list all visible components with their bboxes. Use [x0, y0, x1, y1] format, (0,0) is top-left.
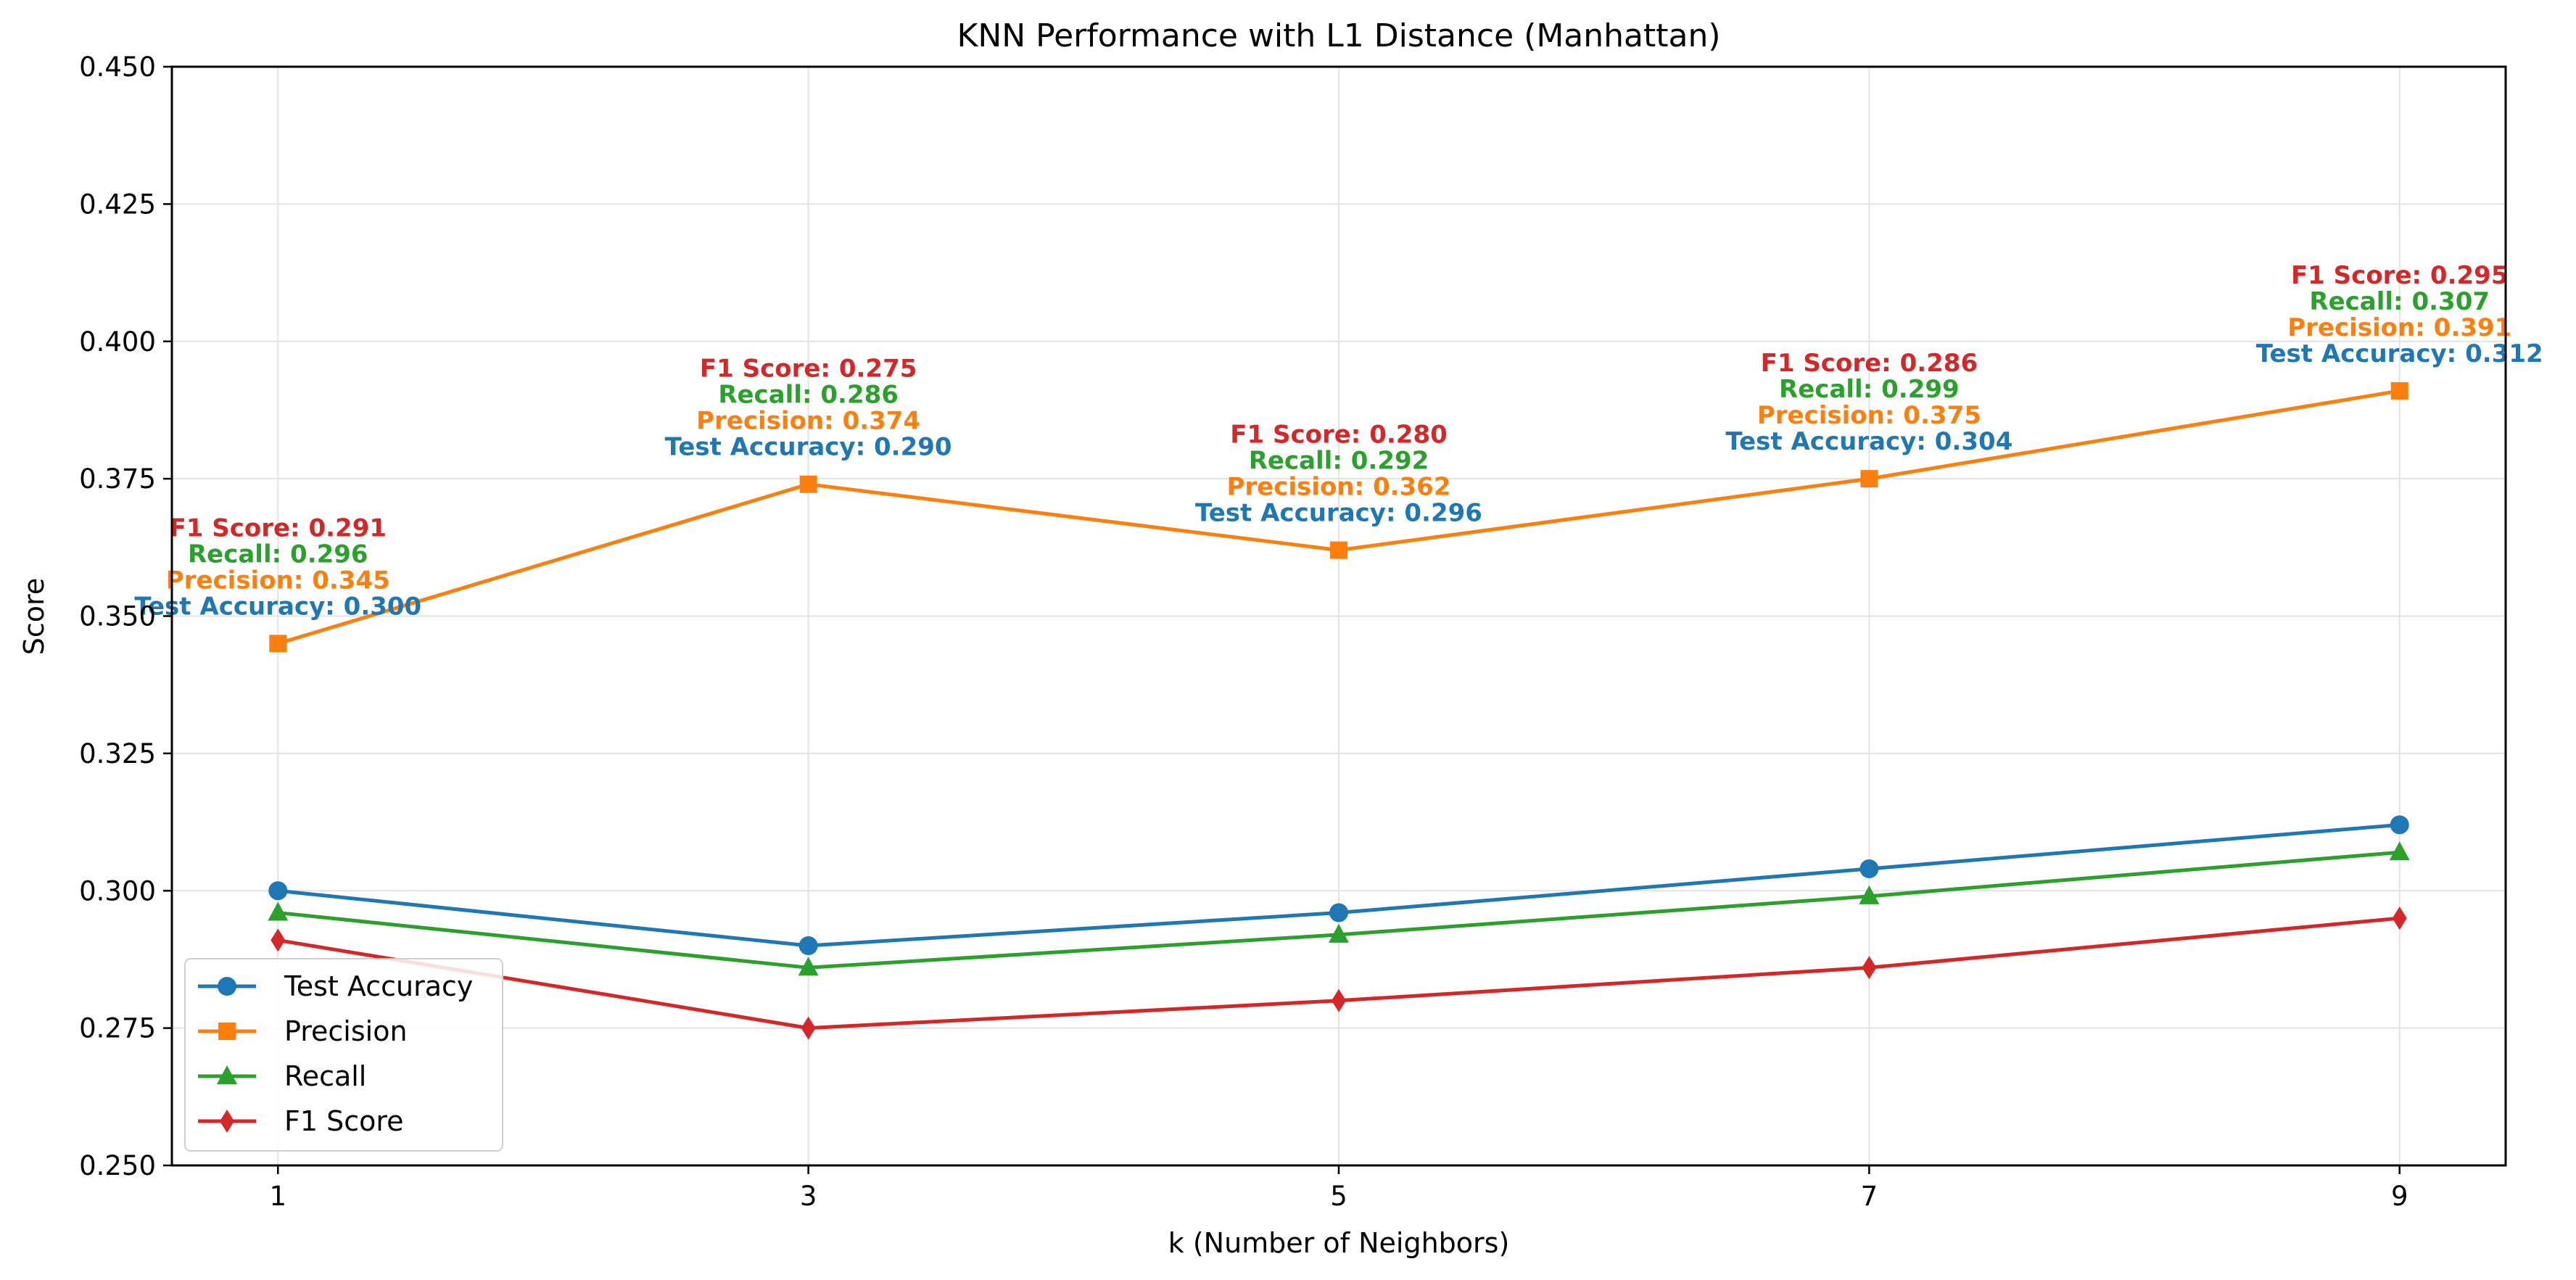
test-accuracy-point: [2390, 815, 2409, 835]
annotation-label: F1 Score: 0.286: [1761, 349, 1978, 378]
y-tick-label: 0.275: [79, 1013, 156, 1044]
y-tick-label: 0.400: [79, 326, 156, 358]
annotation-label: F1 Score: 0.295: [2291, 261, 2509, 290]
test-accuracy-point: [1329, 903, 1348, 922]
annotation-label: Test Accuracy: 0.296: [1195, 499, 1482, 528]
legend-recall-marker: [217, 1065, 237, 1084]
annotation-label: Recall: 0.292: [1249, 447, 1429, 476]
test-accuracy-point: [798, 936, 818, 955]
y-tick-label: 0.450: [79, 51, 156, 83]
annotation-label: Precision: 0.362: [1227, 473, 1451, 502]
y-tick-label: 0.250: [79, 1150, 156, 1181]
axis-ticks: 1 3 5 7 9 0.250 0.275 0.300 0.325 0.350 0.375 0.400…: [79, 51, 2408, 1212]
test-accuracy-point: [1859, 859, 1879, 878]
legend-recall-label: Recall: [284, 1060, 366, 1092]
f1-score-point: [801, 1016, 816, 1040]
y-tick-label: 0.325: [79, 738, 156, 769]
annotation-label: Recall: 0.296: [188, 540, 368, 569]
f1-score-point: [2392, 907, 2407, 930]
annotation-label: Test Accuracy: 0.304: [1725, 427, 2012, 456]
precision-point: [799, 475, 817, 493]
annotation-label: Recall: 0.299: [1779, 375, 1960, 404]
x-tick-label: 1: [269, 1181, 286, 1212]
legend: Test Accuracy Precision Recall F1 Score: [184, 958, 503, 1152]
y-tick-label: 0.375: [79, 463, 156, 495]
x-tick-label: 5: [1330, 1181, 1347, 1212]
precision-point: [2390, 381, 2408, 400]
recall-point: [2389, 841, 2410, 861]
legend-box: [184, 958, 503, 1152]
annotation-label: Recall: 0.286: [718, 381, 899, 410]
annotation-label: Test Accuracy: 0.312: [2256, 339, 2543, 368]
annotation-label: Precision: 0.391: [2287, 313, 2511, 342]
recall-point: [1859, 885, 1880, 904]
legend-f1-score-marker: [220, 1110, 234, 1133]
precision-point: [1330, 541, 1347, 559]
y-axis-label: Score: [18, 578, 50, 655]
y-tick-label: 0.425: [79, 189, 156, 220]
legend-precision-label: Precision: [284, 1015, 408, 1047]
recall-point: [1329, 923, 1349, 943]
legend-test-accuracy-marker: [218, 977, 236, 996]
series-markers: [268, 381, 2410, 1040]
f1-score-point: [1332, 988, 1346, 1012]
legend-test-accuracy-label: Test Accuracy: [284, 970, 473, 1002]
annotation-label: Test Accuracy: 0.300: [134, 592, 421, 621]
precision-point: [269, 635, 287, 653]
x-tick-label: 7: [1861, 1181, 1878, 1212]
precision-point: [1860, 470, 1878, 488]
y-tick-label: 0.350: [79, 601, 156, 632]
f1-score-point: [271, 928, 286, 952]
f1-score-point: [1862, 956, 1877, 980]
annotation-label: Recall: 0.307: [2309, 287, 2490, 316]
legend-precision-marker: [218, 1023, 236, 1040]
y-tick-label: 0.300: [79, 875, 156, 907]
annotation-label: Precision: 0.345: [166, 566, 390, 595]
annotation-label: F1 Score: 0.275: [700, 355, 917, 384]
x-axis-label: k (Number of Neighbors): [1168, 1227, 1510, 1259]
legend-f1-score-label: F1 Score: [284, 1105, 404, 1137]
annotation-label: Test Accuracy: 0.290: [665, 433, 952, 462]
chart-title: KNN Performance with L1 Distance (Manhat…: [957, 17, 1720, 54]
recall-point: [268, 901, 289, 921]
test-accuracy-point: [268, 881, 288, 901]
annotation-label: F1 Score: 0.291: [170, 513, 387, 542]
recall-point: [798, 957, 819, 976]
annotation-label: Precision: 0.374: [696, 407, 920, 436]
annotation-label: Precision: 0.375: [1757, 401, 1981, 430]
annotation-label: F1 Score: 0.280: [1230, 421, 1448, 450]
x-tick-label: 9: [2391, 1181, 2408, 1212]
x-tick-label: 3: [800, 1181, 817, 1212]
